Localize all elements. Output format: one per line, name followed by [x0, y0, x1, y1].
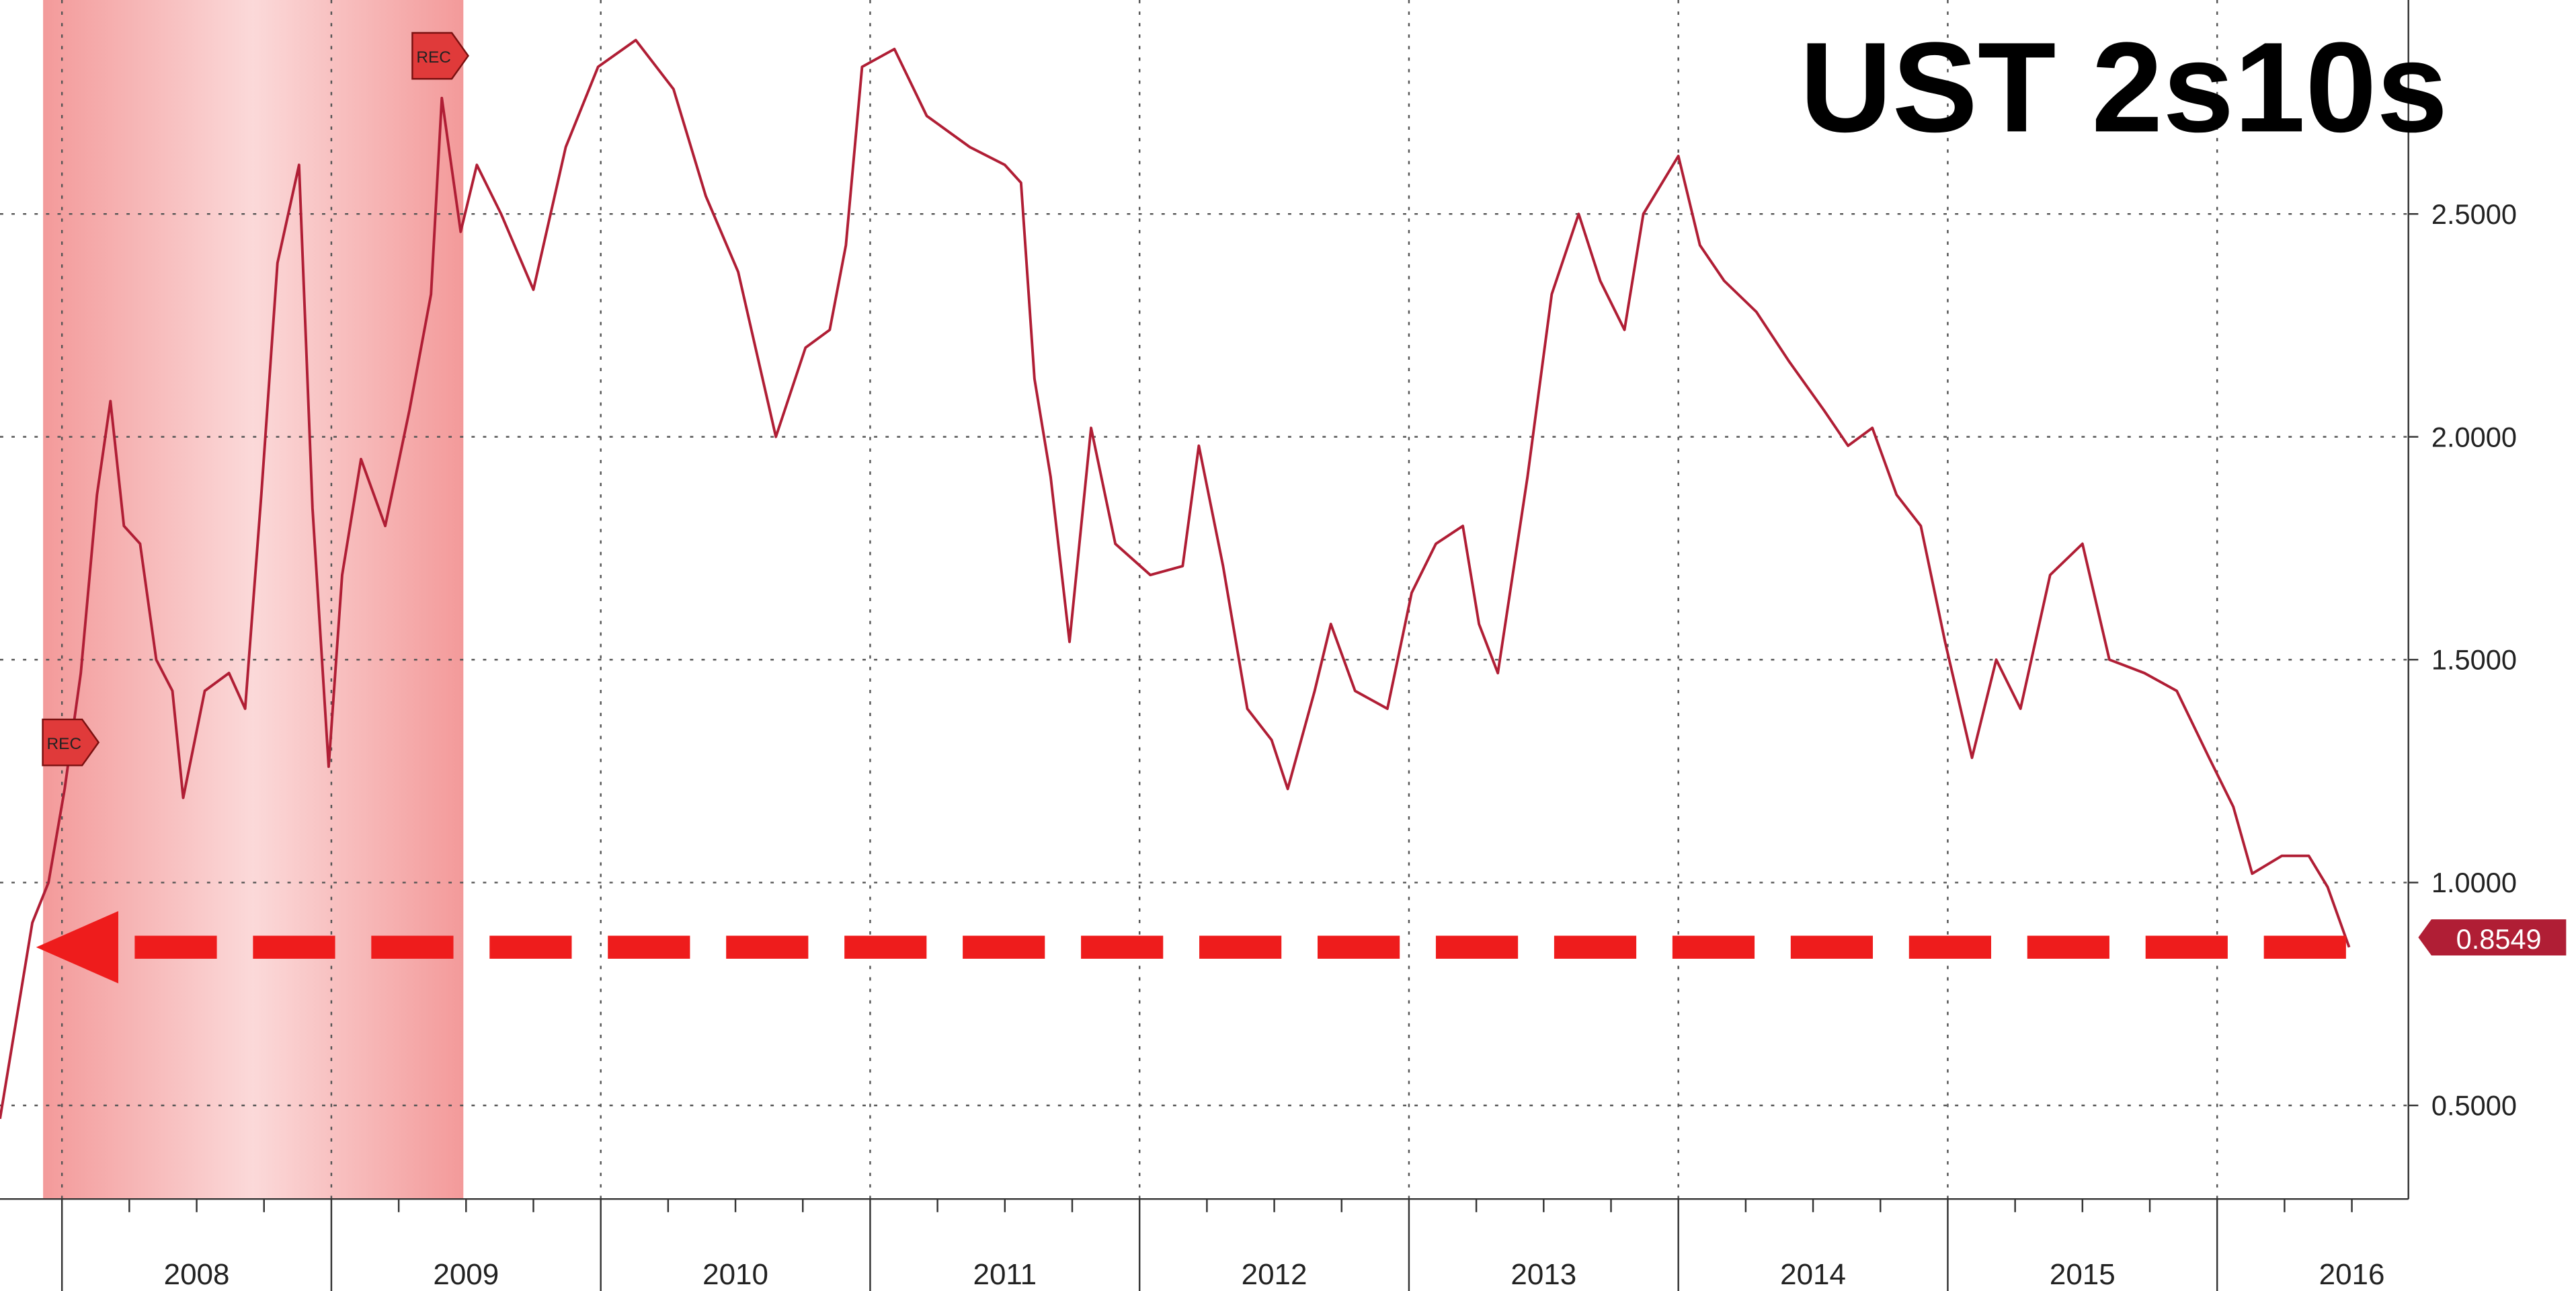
last-value-tag [2418, 919, 2567, 955]
chart-title: UST 2s10s [1800, 15, 2448, 159]
x-tick-label: 2011 [973, 1258, 1037, 1291]
data-line [0, 38, 2351, 1120]
rec-label: REC [47, 735, 82, 753]
x-tick-label: 2014 [1780, 1258, 1846, 1291]
y-tick-label: 2.5000 [2431, 198, 2517, 230]
rec-label: REC [416, 48, 451, 67]
rec-flag [411, 32, 470, 80]
x-tick-label: 2009 [433, 1258, 499, 1291]
x-tick-label: 2015 [2050, 1258, 2116, 1291]
x-tick-label: 2013 [1511, 1258, 1576, 1291]
arrow-head [36, 910, 118, 984]
x-tick-label: 2012 [1242, 1258, 1307, 1291]
x-tick-label: 2010 [702, 1258, 768, 1291]
y-tick-label: 1.0000 [2431, 867, 2517, 898]
rec-marker: REC [411, 32, 470, 80]
x-tick-label: 2008 [164, 1258, 230, 1291]
rec-marker: REC [42, 718, 100, 767]
y-tick-label: 0.5000 [2431, 1090, 2517, 1122]
rec-flag [42, 718, 100, 767]
last-value-label: 0.8549 [2456, 923, 2542, 955]
y-tick-label: 2.0000 [2431, 421, 2517, 453]
y-tick-label: 1.5000 [2431, 644, 2517, 676]
last-value-box: 0.8549 [2418, 919, 2567, 955]
x-tick-label: 2016 [2319, 1258, 2385, 1291]
